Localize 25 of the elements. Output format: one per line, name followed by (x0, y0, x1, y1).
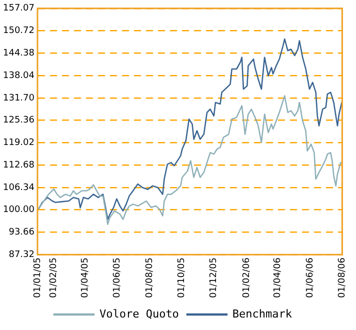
y-tick-label: 106.34 (2, 182, 35, 193)
legend-label: Volore Quoto (99, 307, 179, 320)
y-tick-label: 125.36 (2, 116, 35, 126)
x-tick-label: 01/02/05 (49, 258, 60, 298)
legend-label: Benchmark (232, 307, 292, 320)
x-tick-label: 01/06/06 (305, 257, 316, 298)
y-tick-label: 93.66 (8, 228, 35, 238)
x-tick-label: 01/04/05 (80, 258, 90, 298)
x-tick-label: 01/08/06 (338, 257, 348, 298)
y-tick-label: 131.70 (2, 93, 35, 104)
x-tick-label: 01/10/05 (177, 258, 188, 298)
y-tick-label: 150.72 (2, 26, 34, 36)
y-tick-label: 119.02 (2, 138, 34, 148)
y-tick-label: 112.68 (2, 160, 35, 170)
y-tick-label: 157.07 (2, 4, 34, 14)
x-tick-label: 01/12/05 (209, 258, 220, 298)
y-tick-label: 87.32 (8, 250, 34, 260)
x-tick-label: 01/06/05 (112, 258, 123, 298)
x-tick-label: 01/04/06 (273, 257, 284, 298)
y-tick-label: 138.04 (2, 70, 35, 81)
y-tick-label: 100.00 (2, 205, 35, 216)
x-tick-label: 01/02/06 (242, 257, 252, 298)
y-tick-label: 144.38 (2, 48, 35, 59)
x-tick-label: 01/08/05 (144, 258, 155, 298)
x-tick-label: 01/01/05 (32, 258, 43, 298)
